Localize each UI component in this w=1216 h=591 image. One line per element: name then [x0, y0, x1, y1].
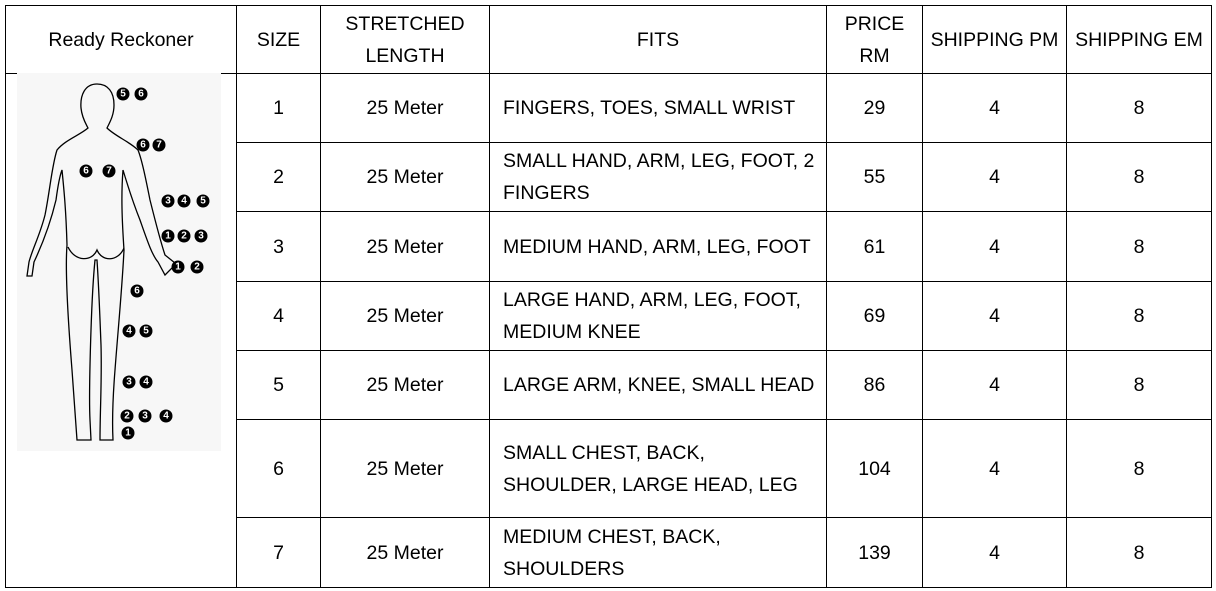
shipping-pm-cell: 4	[922, 350, 1067, 420]
length-cell: 25 Meter	[320, 281, 490, 351]
fits-cell: LARGE HAND, ARM, LEG, FOOT, MEDIUM KNEE	[489, 281, 827, 351]
size-marker-shoulder: 6	[136, 138, 150, 152]
size-marker-upper-arm: 5	[196, 194, 210, 208]
size-cell: 2	[236, 142, 321, 212]
header-row: Ready Reckoner SIZE STRETCHED LENGTH FIT…	[5, 5, 1212, 74]
header-price: PRICE RM	[826, 5, 923, 74]
header-fits: FITS	[489, 5, 827, 74]
header-shipping-em: SHIPPING EM	[1066, 5, 1212, 74]
fits-cell: LARGE ARM, KNEE, SMALL HEAD	[489, 350, 827, 420]
shipping-em-cell: 8	[1066, 281, 1212, 351]
size-marker-calf: 4	[139, 375, 153, 389]
size-cell: 5	[236, 350, 321, 420]
body-outline	[26, 83, 176, 441]
table-row: 5 25 Meter LARGE ARM, KNEE, SMALL HEAD 86 4 8	[6, 350, 1212, 420]
size-marker-hand: 2	[190, 260, 204, 274]
shipping-em-cell: 8	[1066, 142, 1212, 212]
size-marker-forearm: 3	[194, 229, 208, 243]
price-cell: 139	[826, 517, 923, 588]
size-marker-chest: 6	[79, 164, 93, 178]
shipping-em-cell: 8	[1066, 517, 1212, 588]
size-marker-hand: 1	[171, 260, 185, 274]
price-cell: 55	[826, 142, 923, 212]
size-marker-knee: 5	[139, 324, 153, 338]
price-cell: 69	[826, 281, 923, 351]
shipping-pm-cell: 4	[922, 73, 1067, 143]
fits-cell: MEDIUM CHEST, BACK, SHOULDERS	[489, 517, 827, 588]
size-marker-upper-arm: 4	[177, 194, 191, 208]
body-size-figure	[17, 73, 221, 451]
length-cell: 25 Meter	[320, 73, 490, 143]
size-marker-toe: 1	[121, 426, 135, 440]
size-marker-ankle: 4	[159, 409, 173, 423]
table-row: 3 25 Meter MEDIUM HAND, ARM, LEG, FOOT 61 4 8	[6, 211, 1212, 282]
fits-cell: FINGERS, TOES, SMALL WRIST	[489, 73, 827, 143]
size-marker-head: 5	[116, 87, 130, 101]
table-row: 2 25 Meter SMALL HAND, ARM, LEG, FOOT, 2 F…	[6, 142, 1212, 212]
shipping-pm-cell: 4	[922, 517, 1067, 588]
size-marker-forearm: 1	[161, 229, 175, 243]
size-marker-thigh: 6	[130, 284, 144, 298]
table-row: 7 25 Meter MEDIUM CHEST, BACK, SHOULDERS 13…	[6, 517, 1212, 588]
buttocks-line	[67, 246, 125, 260]
size-cell: 3	[236, 211, 321, 282]
length-cell: 25 Meter	[320, 142, 490, 212]
header-size: SIZE	[236, 5, 321, 74]
size-marker-chest: 7	[102, 164, 116, 178]
size-marker-upper-arm: 3	[161, 194, 175, 208]
size-cell: 7	[236, 517, 321, 588]
fits-cell: MEDIUM HAND, ARM, LEG, FOOT	[489, 211, 827, 282]
shipping-em-cell: 8	[1066, 350, 1212, 420]
size-marker-shoulder: 7	[152, 138, 166, 152]
header-ready-reckoner: Ready Reckoner	[5, 5, 237, 74]
size-marker-ankle: 2	[120, 409, 134, 423]
table-row: 4 25 Meter LARGE HAND, ARM, LEG, FOOT, MED…	[6, 281, 1212, 351]
size-marker-forearm: 2	[177, 229, 191, 243]
size-marker-knee: 4	[122, 324, 136, 338]
shipping-pm-cell: 4	[922, 281, 1067, 351]
fits-cell: SMALL HAND, ARM, LEG, FOOT, 2 FINGERS	[489, 142, 827, 212]
length-cell: 25 Meter	[320, 419, 490, 518]
header-shipping-pm: SHIPPING PM	[922, 5, 1067, 74]
length-cell: 25 Meter	[320, 517, 490, 588]
length-cell: 25 Meter	[320, 211, 490, 282]
shipping-em-cell: 8	[1066, 419, 1212, 518]
shipping-pm-cell: 4	[922, 142, 1067, 212]
size-marker-head: 6	[134, 87, 148, 101]
size-marker-calf: 3	[122, 375, 136, 389]
shipping-em-cell: 8	[1066, 73, 1212, 143]
size-marker-ankle: 3	[138, 409, 152, 423]
price-cell: 86	[826, 350, 923, 420]
price-cell: 104	[826, 419, 923, 518]
price-cell: 29	[826, 73, 923, 143]
shipping-pm-cell: 4	[922, 419, 1067, 518]
